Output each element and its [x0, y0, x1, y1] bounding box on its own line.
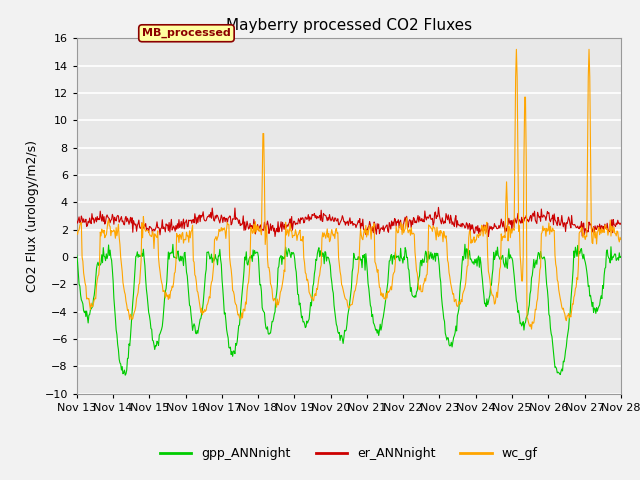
Text: MB_processed: MB_processed [142, 28, 231, 38]
Y-axis label: CO2 Flux (urology/m2/s): CO2 Flux (urology/m2/s) [26, 140, 39, 292]
Legend: gpp_ANNnight, er_ANNnight, wc_gf: gpp_ANNnight, er_ANNnight, wc_gf [155, 443, 543, 466]
Title: Mayberry processed CO2 Fluxes: Mayberry processed CO2 Fluxes [226, 18, 472, 33]
